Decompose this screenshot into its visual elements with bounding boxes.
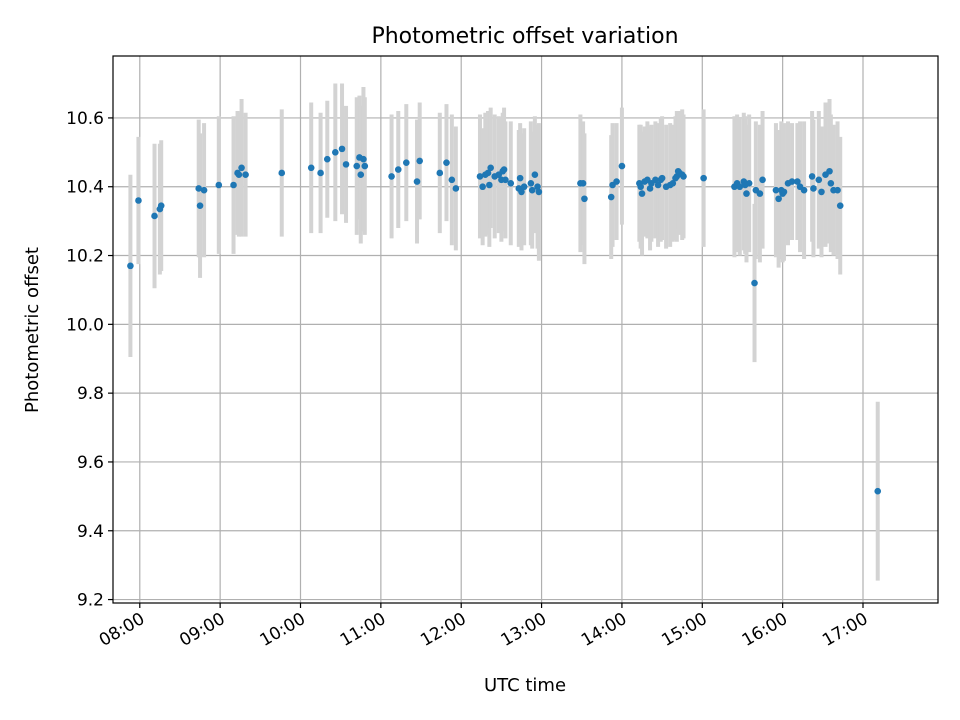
- y-tick-label: 10.4: [66, 178, 104, 198]
- data-point: [534, 183, 541, 191]
- data-point: [874, 487, 882, 495]
- data-point: [230, 181, 237, 189]
- data-point: [323, 155, 331, 163]
- data-point: [751, 279, 758, 287]
- y-tick-label: 10.6: [66, 109, 104, 129]
- data-point: [531, 171, 539, 178]
- data-point: [736, 183, 744, 191]
- data-points: [127, 145, 882, 495]
- data-point: [403, 159, 410, 166]
- data-point: [607, 193, 615, 201]
- data-point: [535, 188, 543, 196]
- data-point: [238, 164, 245, 172]
- y-axis-label: Photometric offset: [22, 247, 43, 413]
- data-point: [507, 179, 515, 187]
- chart-title: Photometric offset variation: [371, 24, 678, 49]
- data-point: [476, 173, 484, 180]
- data-point: [794, 178, 801, 185]
- data-point: [443, 159, 450, 166]
- y-tick-label: 10.2: [66, 247, 104, 267]
- data-point: [827, 179, 835, 187]
- data-point: [818, 188, 825, 196]
- data-point: [800, 186, 808, 194]
- data-point: [235, 171, 243, 178]
- data-point: [638, 190, 646, 197]
- x-axis-label: UTC time: [484, 675, 566, 696]
- data-point: [242, 171, 249, 178]
- y-tick-label: 10.0: [66, 315, 104, 335]
- data-point: [196, 202, 204, 209]
- data-point: [669, 179, 677, 187]
- data-point: [452, 185, 460, 192]
- data-point: [680, 173, 687, 180]
- data-point: [394, 166, 402, 173]
- data-point: [332, 149, 339, 156]
- data-point: [775, 195, 782, 203]
- data-point: [278, 169, 286, 177]
- data-point: [388, 173, 395, 180]
- data-point: [448, 176, 456, 184]
- data-point: [618, 162, 626, 170]
- data-point: [416, 157, 423, 165]
- data-point: [135, 197, 142, 204]
- data-point: [528, 186, 536, 194]
- data-point: [808, 173, 816, 180]
- data-point: [200, 186, 208, 194]
- data-point: [353, 162, 361, 170]
- data-point: [151, 212, 158, 220]
- y-tick-label: 9.2: [77, 591, 104, 611]
- data-point: [487, 164, 494, 172]
- data-point: [788, 178, 796, 185]
- data-point: [826, 167, 833, 175]
- data-point: [581, 195, 588, 203]
- data-point: [361, 162, 369, 170]
- data-point: [342, 161, 350, 168]
- data-point: [658, 174, 666, 182]
- data-point: [834, 186, 841, 194]
- data-point: [127, 262, 134, 270]
- data-point: [520, 183, 528, 191]
- data-point: [772, 186, 780, 194]
- data-point: [756, 190, 764, 197]
- data-point: [516, 174, 524, 182]
- data-point: [413, 178, 421, 185]
- data-point: [317, 169, 324, 177]
- data-point: [500, 166, 508, 173]
- data-point: [338, 145, 346, 153]
- data-point: [436, 169, 444, 177]
- data-point: [502, 176, 509, 184]
- data-point: [743, 190, 750, 197]
- data-point: [700, 174, 707, 182]
- plot-frame: [112, 55, 939, 604]
- data-point: [484, 169, 492, 177]
- data-point: [579, 179, 587, 187]
- data-point: [486, 181, 493, 189]
- data-point: [479, 183, 486, 191]
- data-point: [815, 176, 823, 184]
- data-point: [360, 155, 367, 163]
- data-point: [215, 181, 223, 189]
- data-point: [646, 185, 654, 192]
- data-point: [527, 179, 535, 187]
- data-point: [654, 181, 662, 189]
- data-point: [518, 188, 525, 196]
- data-point: [745, 179, 753, 187]
- y-tick-label: 9.4: [77, 522, 104, 542]
- data-point: [810, 185, 817, 192]
- data-point: [836, 202, 844, 209]
- data-point: [357, 171, 365, 178]
- data-point: [652, 176, 659, 184]
- data-point: [613, 178, 620, 185]
- data-point: [637, 183, 644, 191]
- data-point: [780, 188, 788, 196]
- data-point: [157, 202, 165, 209]
- y-tick-label: 9.6: [77, 453, 104, 473]
- data-point: [195, 185, 203, 192]
- data-point: [307, 164, 315, 172]
- data-point: [759, 176, 766, 184]
- y-tick-label: 9.8: [77, 384, 104, 404]
